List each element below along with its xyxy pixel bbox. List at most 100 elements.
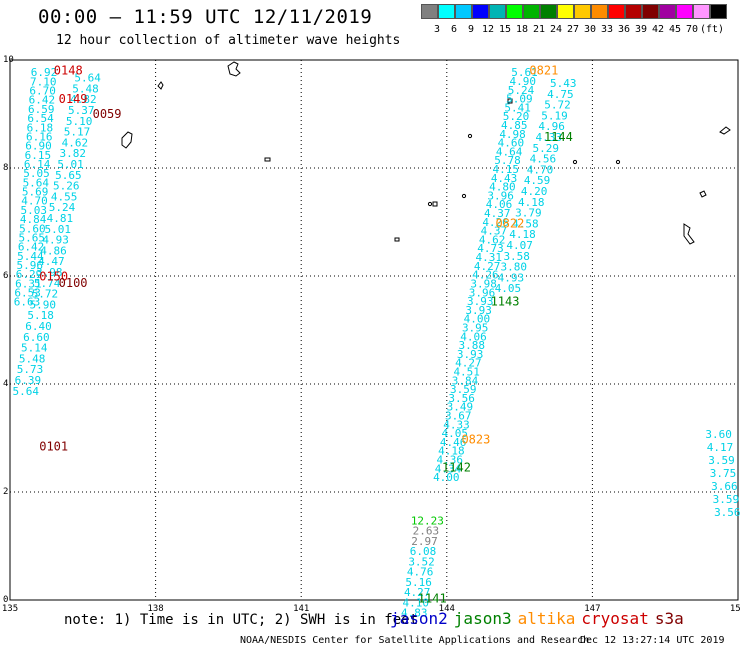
swh-value: 6.29: [16, 268, 43, 281]
swh-value: 4.43: [491, 172, 518, 185]
island: [683, 223, 695, 245]
swh-value: 4.07: [506, 239, 533, 252]
swh-value: 3.93: [457, 348, 484, 361]
swh-value: 5.69: [22, 186, 49, 199]
y-tick-label: 8: [3, 163, 8, 173]
x-tick-label: 150: [730, 604, 740, 614]
swh-value: 4.81: [47, 212, 74, 225]
swh-value: 5.48: [19, 352, 46, 365]
legend-swatch: [557, 4, 574, 19]
swh-value: 5.16: [405, 576, 432, 589]
pass-time-label: 1144: [544, 130, 573, 144]
satellite-cryosat: cryosat: [581, 609, 649, 628]
legend-swatch: [710, 4, 727, 19]
island: [121, 131, 133, 149]
legend-label: 30: [584, 24, 597, 35]
swh-value: 3.88: [459, 339, 486, 352]
swh-value: 4.90: [510, 75, 537, 88]
island-dot: [467, 133, 473, 139]
legend-swatch: [506, 4, 523, 19]
legend-label: 27: [567, 24, 580, 35]
pass-time-label: 0100: [59, 276, 88, 290]
legend-swatch: [489, 4, 506, 19]
swh-value: 3.58: [503, 250, 530, 263]
pass-time-label: 0822: [495, 216, 524, 230]
satellite-jason2: jason2: [390, 609, 448, 628]
legend-swatch: [625, 4, 642, 19]
swh-value: 6.60: [23, 331, 50, 344]
swh-value: 6.39: [15, 374, 42, 387]
swh-value: 3.96: [469, 286, 496, 299]
swh-value: 4.27: [455, 357, 482, 370]
swh-value: 3.56: [448, 392, 475, 405]
legend-label: 33: [601, 24, 614, 35]
swh-value: 4.84: [20, 213, 47, 226]
swh-value: 5.64: [12, 385, 39, 398]
swh-value: 3.84: [452, 374, 479, 387]
swh-value: 6.42: [18, 241, 45, 254]
island: [432, 201, 438, 207]
swh-value: 3.59: [713, 493, 740, 506]
swh-value: 4.27: [404, 586, 431, 599]
swh-value: 3.67: [445, 409, 472, 422]
timestamp: Dec 12 13:27:14 UTC 2019: [580, 635, 725, 646]
swh-value: 4.75: [547, 88, 574, 101]
swh-value: 4.70: [21, 195, 48, 208]
swh-value: 6.70: [29, 85, 56, 98]
swh-value: 4.62: [62, 136, 89, 149]
island: [699, 190, 707, 198]
y-tick-label: 10: [3, 55, 14, 65]
swh-value: 2.97: [411, 535, 438, 548]
swh-value: 6.90: [25, 140, 52, 153]
swh-value: 4.05: [442, 427, 469, 440]
swh-value: 5.65: [18, 231, 45, 244]
satellite-legend: jason2 jason3 altika cryosat s3a: [390, 609, 690, 628]
swh-value: 6.31: [15, 277, 42, 290]
pass-time-label: 0150: [39, 269, 68, 283]
legend-swatch: [455, 4, 472, 19]
legend-label: 9: [468, 24, 475, 35]
x-tick-label: 138: [147, 604, 163, 614]
swh-value: 4.18: [509, 228, 536, 241]
map-title: 00:00 – 11:59 UTC 12/11/2019: [38, 6, 373, 28]
pass-time-label: 0101: [39, 439, 68, 453]
legend-swatch: [574, 4, 591, 19]
swh-value: 4.86: [40, 244, 67, 257]
island: [507, 98, 513, 104]
swh-value: 4.26: [482, 216, 509, 229]
swh-value: 3.82: [59, 147, 86, 160]
swh-value: 3.75: [710, 467, 737, 480]
legend-swatch: [659, 4, 676, 19]
pass-time-label: 1142: [442, 460, 471, 474]
swh-value: 4.17: [707, 441, 734, 454]
swh-value: 4.56: [530, 153, 557, 166]
swh-value: 6.53: [14, 287, 41, 300]
island-dot: [427, 201, 433, 207]
swh-value: 5.64: [74, 72, 101, 85]
swh-value: 2.63: [413, 525, 440, 538]
swh-value: 5.72: [32, 288, 59, 301]
swh-value: 4.98: [499, 128, 526, 141]
legend-swatch: [591, 4, 608, 19]
island: [157, 81, 164, 90]
legend-label: 21: [533, 24, 546, 35]
legend-swatch: [438, 4, 455, 19]
swh-value: 6.14: [24, 158, 51, 171]
swh-value: 6.42: [29, 94, 56, 107]
swh-value: 7.10: [30, 75, 57, 88]
swh-value: 4.82: [70, 93, 97, 106]
swh-value: 5.37: [68, 104, 95, 117]
pass-time-label: 1141: [418, 592, 447, 606]
swh-value: 4.00: [433, 471, 460, 484]
island: [227, 61, 241, 77]
swh-value: 5.78: [494, 154, 521, 167]
legend-swatch: [608, 4, 625, 19]
swh-value: 4.93: [42, 234, 69, 247]
swh-value: 5.73: [17, 363, 44, 376]
x-tick-label: 135: [2, 604, 18, 614]
swh-value: 4.10: [402, 596, 429, 609]
swh-value: 4.93: [498, 271, 525, 284]
swh-value: 3.80: [501, 261, 528, 274]
swh-value: 5.72: [544, 99, 571, 112]
swh-value: 5.03: [21, 204, 48, 217]
